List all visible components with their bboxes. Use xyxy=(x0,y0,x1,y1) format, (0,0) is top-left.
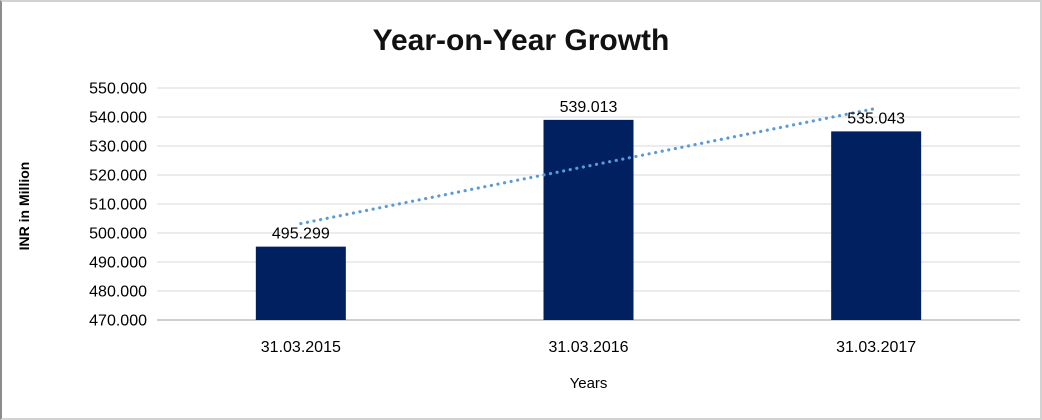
x-tick-label: 31.03.2017 xyxy=(836,339,916,356)
trendline xyxy=(299,106,878,226)
x-tick-label: 31.03.2016 xyxy=(548,339,628,356)
bar xyxy=(831,131,922,320)
bar-data-label: 539.013 xyxy=(560,99,618,116)
bar-data-label: 495.299 xyxy=(272,226,330,243)
bar xyxy=(255,246,346,320)
bar xyxy=(543,119,634,320)
y-tick-label: 480.000 xyxy=(89,284,147,301)
y-tick-label: 550.000 xyxy=(89,81,147,98)
y-tick-label: 530.000 xyxy=(89,139,147,156)
y-tick-label: 520.000 xyxy=(89,168,147,185)
y-tick-label: 470.000 xyxy=(89,313,147,330)
y-tick-label: 490.000 xyxy=(89,255,147,272)
y-tick-label: 540.000 xyxy=(89,110,147,127)
chart-title: Year-on-Year Growth xyxy=(372,24,670,57)
bar-data-label: 535.043 xyxy=(847,110,905,127)
x-tick-label: 31.03.2015 xyxy=(261,339,341,356)
y-tick-label: 500.000 xyxy=(89,226,147,243)
y-tick-label: 510.000 xyxy=(89,197,147,214)
x-axis-title: Years xyxy=(569,375,608,392)
